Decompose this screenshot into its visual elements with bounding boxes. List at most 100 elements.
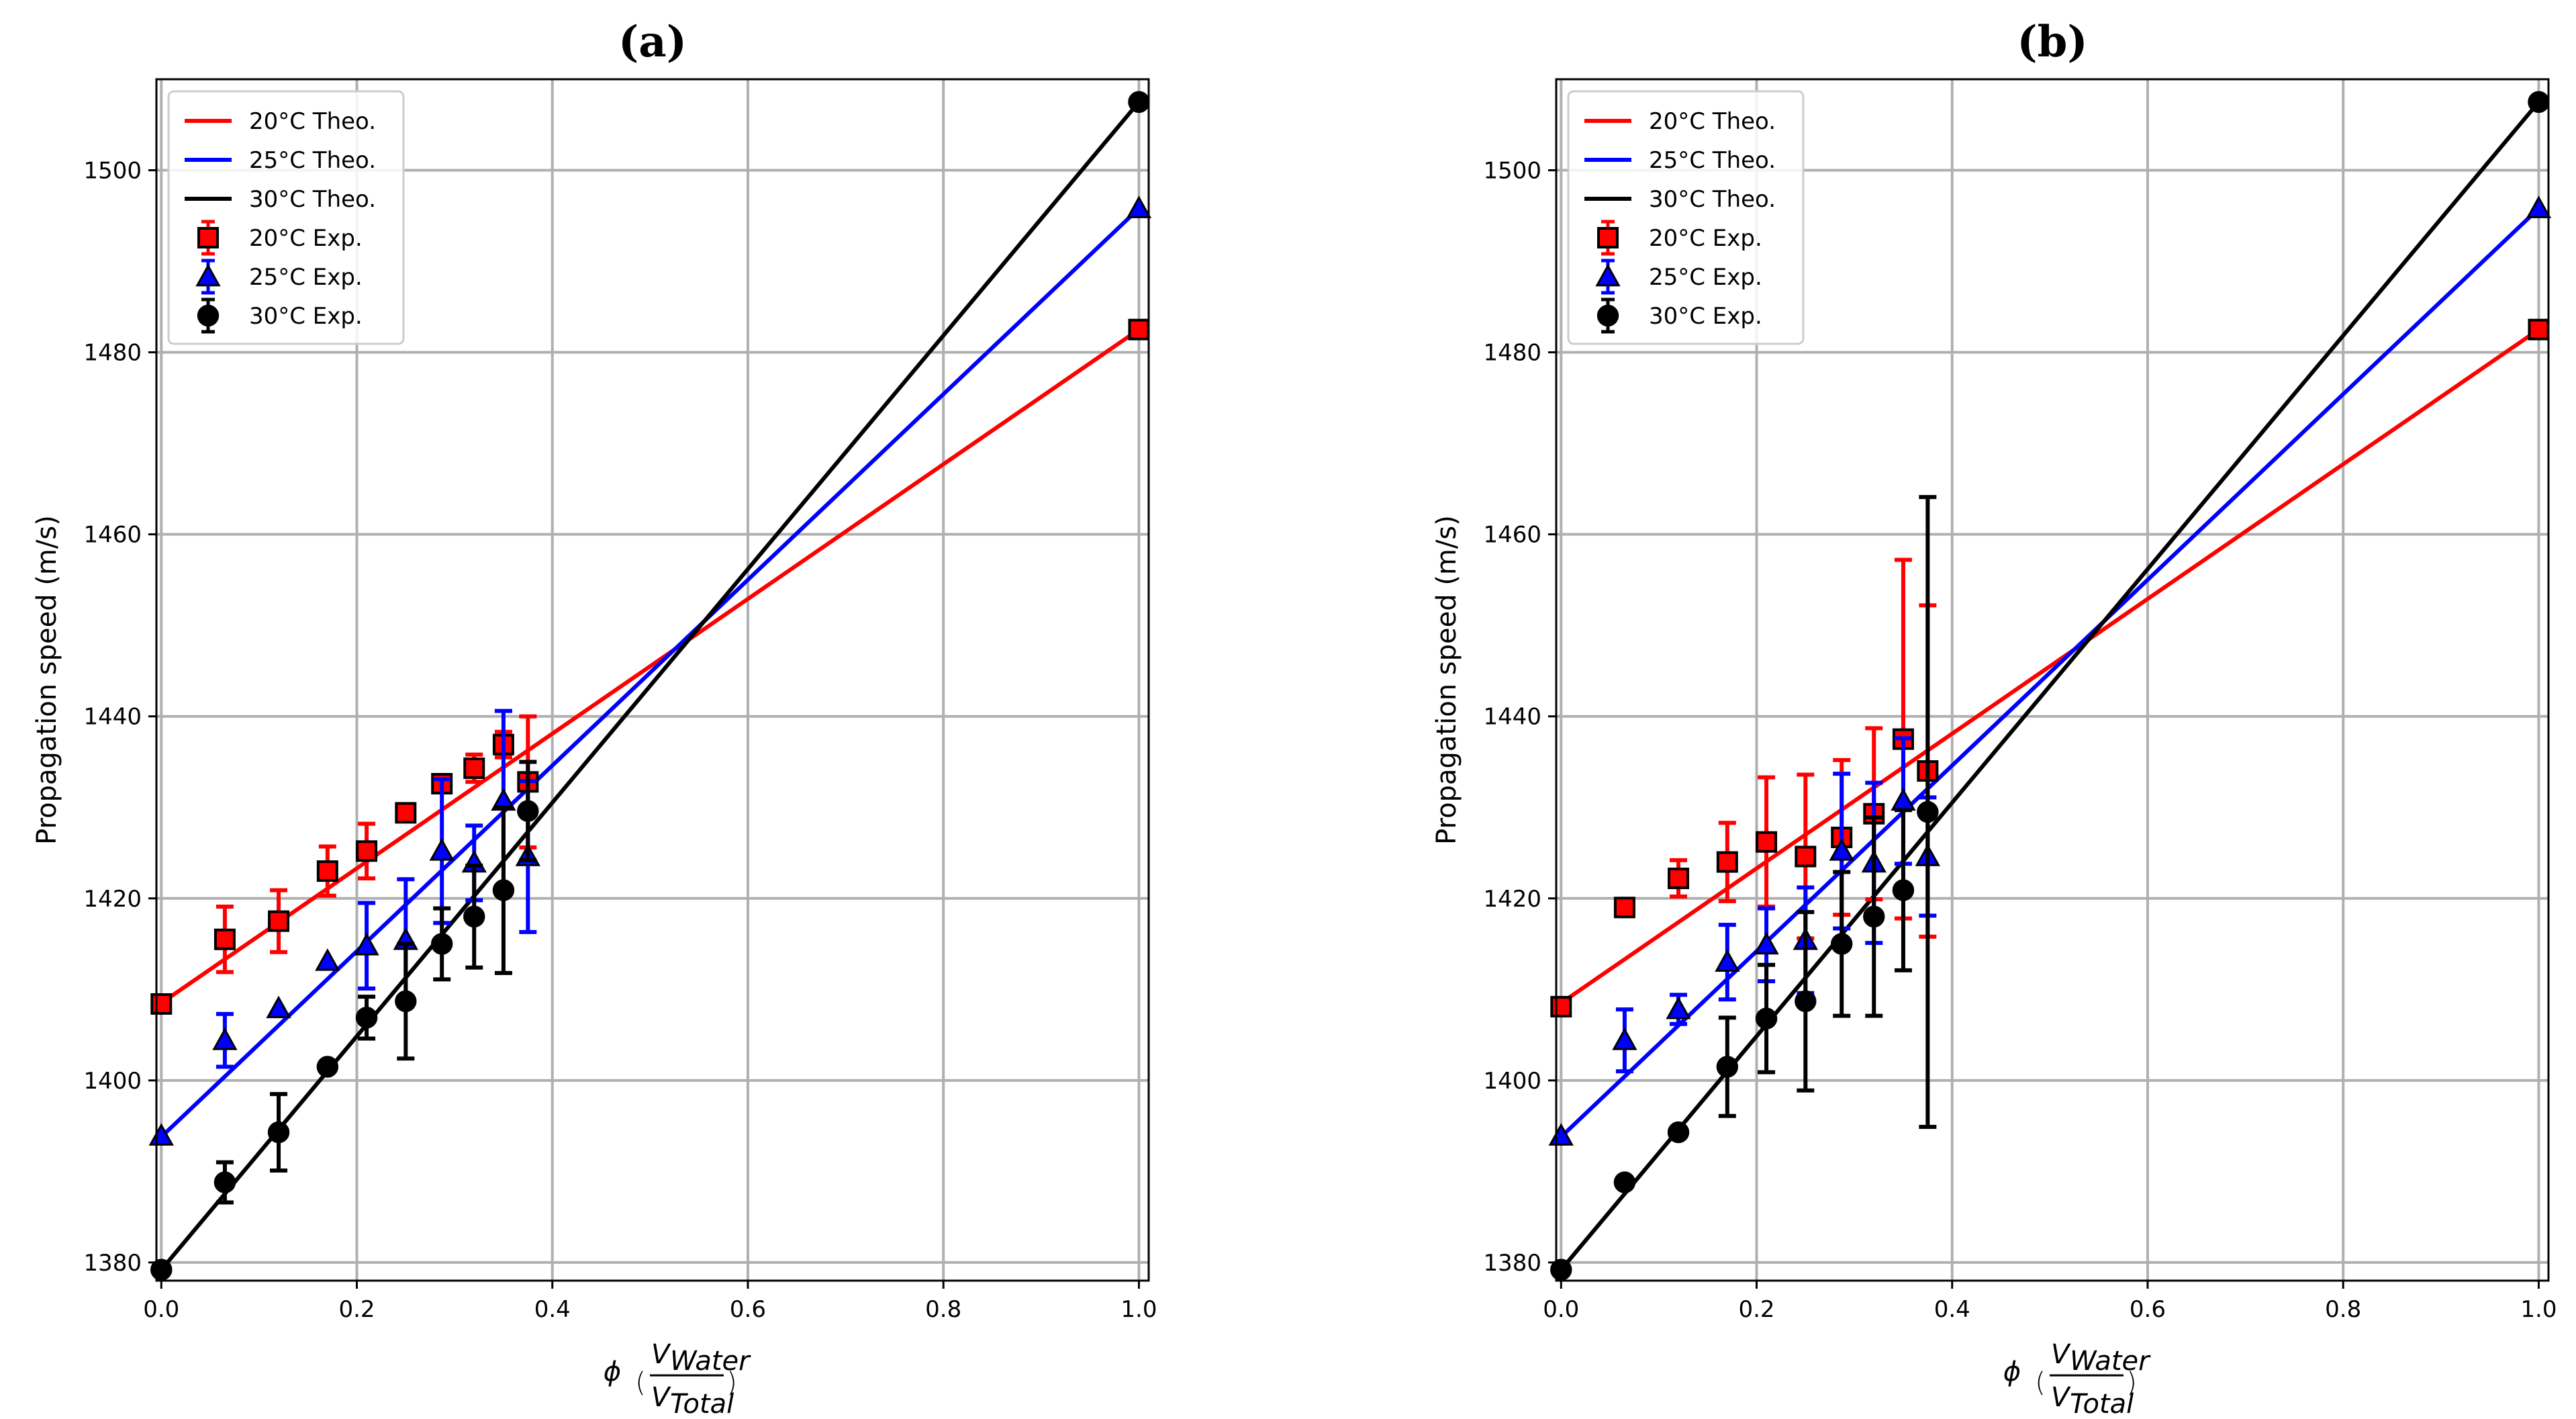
x-axis-label-paren: ( [2035,1367,2046,1398]
data-point-t30 [2528,91,2550,113]
data-point-t20 [1128,318,1150,340]
legend-label: 30°C Exp. [249,303,363,330]
data-point-t30 [430,933,453,955]
data-point-t30 [213,1171,236,1193]
y-tick-label: 1440 [1483,704,1541,731]
plot-frame [1555,78,2550,1282]
data-point-t25 [266,995,291,1019]
y-tick-label: 1500 [83,158,142,185]
data-point-t25 [354,933,379,956]
data-point-t30 [1830,933,1853,955]
x-axis-label-phi: ϕ [604,1357,621,1387]
x-axis-label-paren: ( [635,1367,646,1398]
legend-label: 25°C Theo. [1649,147,1776,174]
x-tick-label: 0.0 [143,1296,179,1323]
y-axis-label: Propagation speed (m/s) [32,515,62,845]
legend-marker-t30 [197,304,220,327]
data-point-t25 [1666,996,1691,1019]
data-point-t30 [1863,905,1885,928]
data-point-t20 [1716,851,1738,873]
data-point-t30 [267,1121,290,1144]
x-axis-label-denominator-sub: Total [670,1389,734,1419]
plot-frame [155,78,1150,1282]
data-point-t25 [1891,788,1916,811]
theory-line-t25 [1560,207,2540,1139]
data-point-t25 [2526,195,2552,218]
x-tick-label: 0.4 [534,1296,571,1323]
data-point-t30 [1128,91,1150,113]
data-point-t20 [1795,845,1817,868]
data-point-t30 [1667,1121,1690,1144]
x-tick-label: 0.4 [1934,1296,1970,1323]
y-tick-label: 1440 [83,704,142,731]
data-point-t20 [1756,831,1778,853]
x-axis-label-numerator: V [2051,1339,2071,1370]
legend-label: 30°C Exp. [1649,303,1762,330]
x-tick-label: 0.8 [2325,1296,2361,1323]
x-axis-label-numerator: V [651,1339,671,1370]
legend-marker-t25 [1595,263,1621,287]
y-tick-label: 1380 [1483,1250,1541,1277]
x-axis-label-phi: ϕ [2003,1357,2021,1387]
x-tick-label: 1.0 [1120,1296,1157,1323]
data-point-t20 [150,993,173,1015]
data-point-t25 [1612,1027,1637,1050]
x-axis-label-paren: ) [2126,1367,2137,1398]
data-point-t20 [1550,996,1572,1018]
y-tick-label: 1460 [83,522,142,549]
data-point-t30 [517,800,539,822]
y-tick-label: 1480 [83,340,142,367]
data-point-t20 [395,802,417,824]
legend-box [167,90,405,345]
legend-label: 25°C Theo. [249,147,376,174]
data-point-t25 [212,1027,238,1050]
x-axis-label-denominator-sub: Total [2070,1389,2134,1419]
data-point-t25 [429,838,455,861]
data-point-t30 [1795,990,1817,1013]
legend-marker-t20 [197,227,219,248]
data-point-t20 [356,840,378,862]
x-axis-label-denominator: V [2051,1382,2071,1413]
legend-label: 30°C Theo. [1649,186,1776,213]
legend-box [1567,90,1805,345]
theory-line-t20 [1560,328,2540,1005]
y-tick-label: 1420 [83,886,142,913]
x-axis-label-numerator-sub: Water [2070,1346,2151,1377]
x-tick-label: 0.8 [925,1296,961,1323]
y-tick-label: 1500 [1483,158,1541,185]
data-point-t20 [1613,897,1635,919]
data-point-t30 [1917,800,1939,823]
x-tick-label: 1.0 [2520,1296,2557,1323]
theory-line-t25 [160,207,1141,1139]
y-tick-label: 1480 [1483,340,1541,367]
data-point-t30 [316,1056,339,1078]
data-point-t20 [1668,867,1690,889]
data-point-t30 [1892,879,1915,901]
legend-marker-t25 [195,263,221,287]
y-tick-label: 1420 [1483,886,1541,913]
y-tick-label: 1400 [1483,1068,1541,1095]
legend-label: 30°C Theo. [249,186,376,213]
legend-label: 20°C Exp. [1649,225,1762,252]
x-tick-label: 0.2 [1738,1296,1774,1323]
data-point-t25 [315,948,340,971]
data-point-t20 [463,757,485,779]
legend-label: 20°C Exp. [249,225,363,252]
data-point-t30 [463,905,485,928]
data-point-t25 [1715,949,1740,972]
x-axis-label-numerator-sub: Water [670,1346,751,1377]
data-point-t30 [1755,1007,1778,1029]
legend-label: 20°C Theo. [249,108,376,135]
chart-panel-a: (a) 0.0 0.2 0.4 0.6 0.8 1.0 1380 1400 1420 1440 146… [32,17,1157,1419]
data-point-t30 [1716,1056,1739,1078]
legend-label: 20°C Theo. [1649,108,1776,135]
data-point-t20 [316,860,338,882]
panel-title: (b) [2017,17,2087,67]
data-point-t20 [268,910,290,932]
legend-label: 25°C Exp. [249,264,363,291]
data-point-t25 [1829,838,1854,861]
panel-title: (a) [618,17,687,67]
legend-marker-t30 [1596,304,1619,327]
theory-line-t20 [160,328,1141,1005]
